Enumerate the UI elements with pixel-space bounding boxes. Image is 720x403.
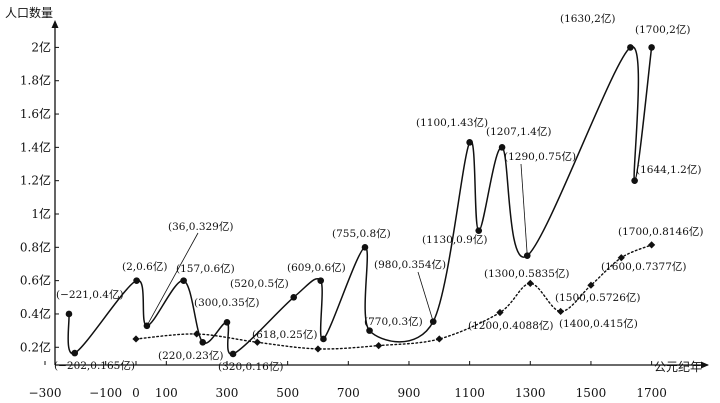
y-axis-label: 人口数量 — [5, 5, 53, 20]
x-tick-label: 1500 — [576, 386, 607, 400]
dotted-series-point — [314, 345, 322, 353]
x-tick-label: 500 — [276, 386, 299, 400]
dotted-series-point — [557, 307, 565, 316]
point-label: (−221,0.4亿) — [56, 288, 124, 301]
solid-series-point — [466, 139, 473, 146]
solid-series-point — [133, 277, 140, 284]
point-label: (157,0.6亿) — [176, 262, 235, 275]
point-labels: (−221,0.4亿) (−202,0.165亿) (2,0.6亿) (36,0.32… — [54, 12, 704, 373]
point-label: (1700,2亿) — [635, 23, 690, 36]
y-tick-label: 0.6亿 — [20, 273, 51, 288]
point-label: (980,0.354亿) — [374, 258, 446, 271]
point-label: (1300,0.5835亿) — [484, 267, 570, 280]
point-label: (609,0.6亿) — [287, 261, 346, 274]
x-tick-label: 700 — [337, 386, 360, 400]
point-label: (1630,2亿) — [560, 12, 615, 25]
point-label: (220,0.23亿) — [158, 349, 223, 362]
point-label: (1130,0.9亿) — [422, 233, 487, 246]
axes — [51, 20, 709, 369]
solid-series-point — [631, 177, 638, 184]
y-tick-label: 1.2亿 — [20, 173, 51, 188]
series-dotted — [132, 241, 656, 353]
y-tick-label: 1亿 — [31, 206, 51, 221]
point-label: (770,0.3亿) — [364, 315, 423, 328]
point-label: (−202,0.165亿) — [54, 359, 135, 372]
x-tick-label: 1300 — [515, 386, 546, 400]
dotted-series-point — [193, 330, 201, 338]
solid-series-point — [627, 44, 634, 51]
tick-labels: 0.2亿 0.4亿 0.6亿 0.8亿 1亿 1.2亿 1.4亿 1.6亿 1.8亿 2亿 −300… — [20, 39, 667, 400]
x-tick-label: 1100 — [454, 386, 485, 400]
point-label: (320,0.16亿) — [218, 360, 283, 373]
x-tick-label: −300 — [29, 386, 62, 400]
point-label: (1207,1.4亿) — [486, 125, 551, 138]
solid-series-point — [223, 318, 231, 326]
y-tick-label: 0.4亿 — [20, 306, 51, 321]
label-leader-line — [417, 271, 434, 322]
point-label: (1200,0.4088亿) — [468, 319, 554, 332]
dotted-series-line — [135, 244, 653, 350]
solid-series-point — [180, 277, 187, 284]
solid-series-point — [317, 277, 325, 284]
dotted-series-point — [648, 241, 656, 249]
dotted-series-point — [587, 281, 595, 289]
solid-series-point — [65, 310, 73, 318]
y-axis-arrow — [51, 20, 59, 28]
point-label: (755,0.8亿) — [332, 227, 391, 240]
point-label: (618,0.25亿) — [252, 328, 317, 341]
series-solid — [65, 44, 655, 358]
solid-series-point — [361, 244, 369, 251]
x-tick-label: 100 — [155, 386, 178, 400]
point-label: (1600,0.7377亿) — [601, 260, 687, 273]
x-tick-label: −100 — [89, 386, 122, 400]
solid-series-point — [71, 349, 79, 357]
solid-series-point — [290, 294, 298, 301]
point-label: (1100,1.43亿) — [416, 116, 488, 129]
point-label: (1644,1.2亿) — [636, 163, 701, 176]
point-label: (36,0.329亿) — [168, 220, 233, 233]
dotted-series-point — [617, 254, 625, 262]
solid-series-point — [648, 44, 655, 51]
solid-series-point — [320, 335, 327, 343]
dotted-series-point — [253, 338, 261, 346]
solid-series-point — [199, 338, 207, 346]
solid-series-point — [498, 144, 506, 151]
y-tick-label: 0.2亿 — [20, 339, 51, 354]
solid-series-line — [67, 46, 653, 355]
solid-series-point — [366, 327, 373, 334]
point-label: (1700,0.8146亿) — [618, 225, 704, 238]
point-label: (2,0.6亿) — [122, 260, 167, 273]
y-tick-label: 1.8亿 — [20, 73, 51, 88]
x-tick-label: 300 — [216, 386, 239, 400]
solid-series-point — [475, 227, 483, 234]
x-tick-label: 1700 — [636, 386, 667, 400]
label-leader-line — [520, 163, 528, 256]
y-tick-label: 0.8亿 — [20, 239, 51, 254]
dotted-series-point — [496, 308, 504, 317]
point-label: (520,0.5亿) — [230, 277, 289, 290]
dotted-series-point — [526, 279, 534, 287]
solid-series-point — [229, 350, 237, 358]
x-tick-label: 0 — [132, 386, 140, 400]
y-tick-label: 2亿 — [31, 39, 51, 54]
y-tick-label: 1.6亿 — [20, 106, 51, 121]
x-tick-label: 900 — [398, 386, 421, 400]
dotted-series-point — [375, 342, 383, 350]
y-tick-label: 1.4亿 — [20, 139, 51, 154]
point-label: (1500,0.5726亿) — [555, 291, 641, 304]
x-axis-arrow — [701, 361, 709, 369]
point-label: (1400,0.415亿) — [559, 317, 638, 330]
label-leader-line — [146, 232, 199, 326]
x-axis-label: 公元纪年 — [654, 360, 702, 374]
point-label: (1290,0.75亿) — [504, 150, 576, 163]
dotted-series-point — [132, 335, 140, 343]
point-label: (300,0.35亿) — [194, 296, 259, 309]
solid-series-point — [143, 322, 151, 330]
dotted-series-point — [435, 335, 443, 343]
